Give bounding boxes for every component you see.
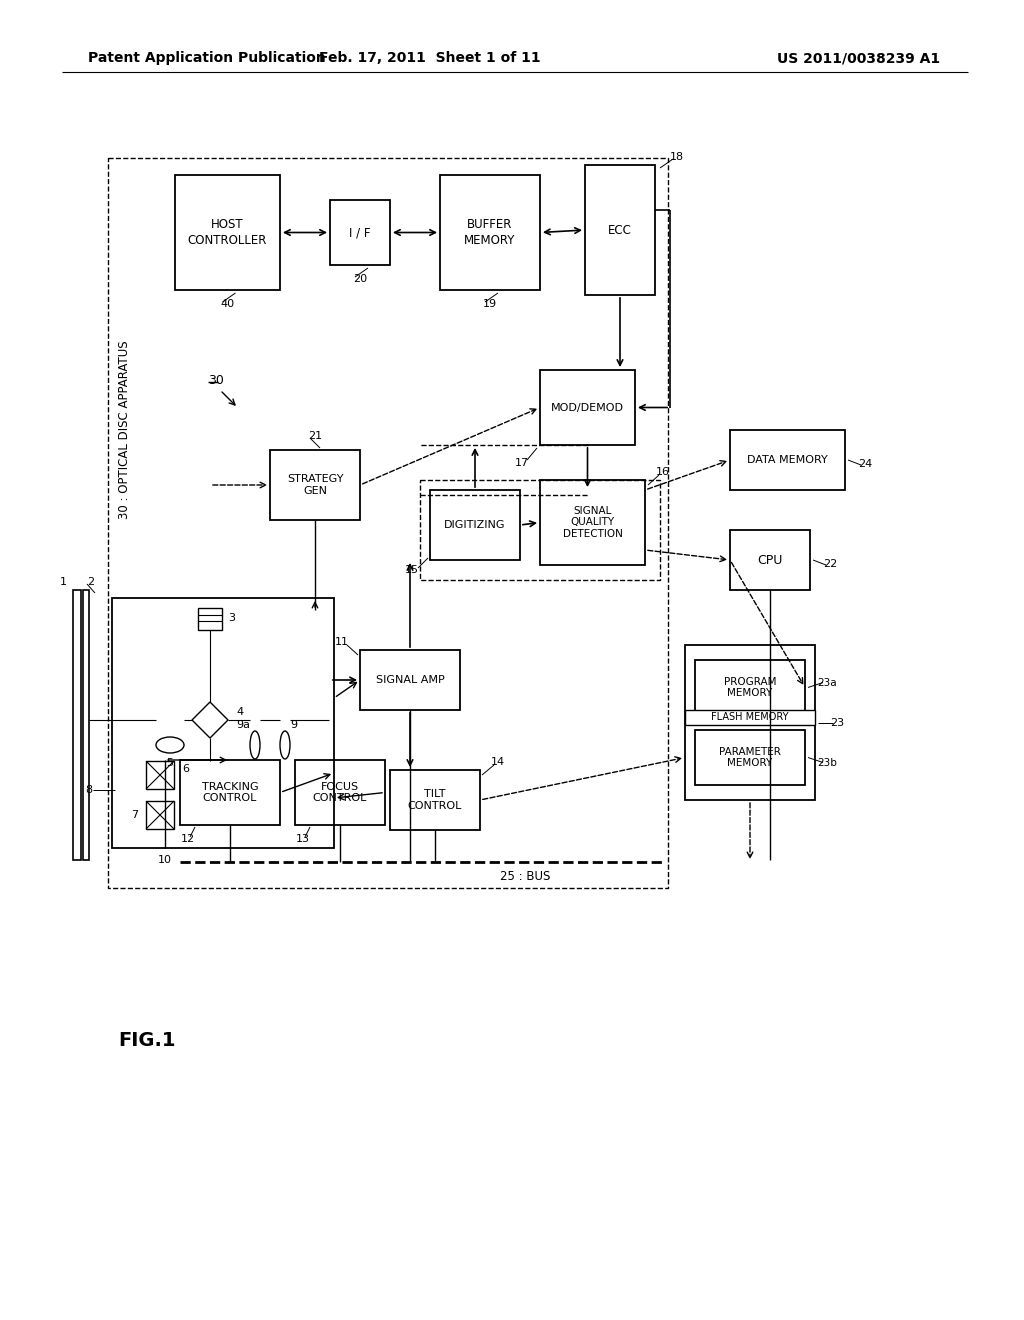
Text: 15: 15	[406, 565, 419, 576]
Text: 23: 23	[829, 718, 844, 727]
Bar	[390, 770, 480, 830]
Text: 22: 22	[823, 558, 838, 569]
Text: 6: 6	[182, 764, 189, 774]
Text: 20: 20	[353, 275, 367, 284]
Bar	[360, 649, 460, 710]
Text: 30 : OPTICAL DISC APPARATUS: 30 : OPTICAL DISC APPARATUS	[119, 341, 131, 519]
Text: FIG.1: FIG.1	[118, 1031, 175, 1049]
Text: 8: 8	[85, 785, 92, 795]
Bar	[198, 609, 222, 630]
Bar	[83, 590, 89, 861]
Text: 24: 24	[858, 459, 872, 469]
Bar	[420, 480, 660, 579]
Bar	[295, 760, 385, 825]
Text: 3: 3	[228, 612, 234, 623]
Text: PROGRAM
MEMORY: PROGRAM MEMORY	[724, 677, 776, 698]
Bar	[112, 598, 334, 847]
Text: FOCUS
CONTROL: FOCUS CONTROL	[312, 781, 368, 804]
Bar	[430, 490, 520, 560]
Text: Feb. 17, 2011  Sheet 1 of 11: Feb. 17, 2011 Sheet 1 of 11	[319, 51, 541, 65]
Text: TILT
CONTROL: TILT CONTROL	[408, 789, 462, 810]
Bar	[695, 660, 805, 715]
Text: 18: 18	[670, 152, 684, 162]
Ellipse shape	[250, 731, 260, 759]
Bar	[108, 158, 668, 888]
Text: DIGITIZING: DIGITIZING	[444, 520, 506, 531]
Text: Patent Application Publication: Patent Application Publication	[88, 51, 326, 65]
Text: 9a: 9a	[236, 719, 250, 730]
Text: 10: 10	[158, 855, 172, 865]
Text: DATA MEMORY: DATA MEMORY	[748, 455, 827, 465]
Bar	[540, 370, 635, 445]
Text: 19: 19	[483, 300, 497, 309]
Text: ECC: ECC	[608, 223, 632, 236]
Text: SIGNAL AMP: SIGNAL AMP	[376, 675, 444, 685]
Text: 23b: 23b	[817, 759, 837, 768]
Ellipse shape	[156, 737, 184, 752]
Text: US 2011/0038239 A1: US 2011/0038239 A1	[777, 51, 940, 65]
Bar	[270, 450, 360, 520]
Bar	[730, 430, 845, 490]
Bar	[180, 760, 280, 825]
Bar	[175, 176, 280, 290]
Text: 2: 2	[87, 577, 94, 587]
Text: 25 : BUS: 25 : BUS	[500, 870, 550, 883]
Text: 11: 11	[335, 638, 349, 647]
Text: TRACKING
CONTROL: TRACKING CONTROL	[202, 781, 258, 804]
Bar	[730, 531, 810, 590]
Bar	[585, 165, 655, 294]
Text: STRATEGY
GEN: STRATEGY GEN	[287, 474, 343, 496]
Bar	[73, 590, 81, 861]
Text: 12: 12	[181, 834, 195, 843]
Text: HOST
CONTROLLER: HOST CONTROLLER	[187, 219, 267, 247]
Text: 23a: 23a	[817, 678, 837, 689]
Text: 21: 21	[308, 432, 323, 441]
Text: 40: 40	[220, 300, 234, 309]
Text: 17: 17	[515, 458, 529, 469]
Bar	[685, 645, 815, 800]
Text: I / F: I / F	[349, 226, 371, 239]
Bar	[685, 710, 815, 725]
Text: 4: 4	[236, 708, 243, 717]
Text: 5: 5	[167, 758, 173, 768]
Text: BUFFER
MEMORY: BUFFER MEMORY	[464, 219, 516, 247]
Text: SIGNAL
QUALITY
DETECTION: SIGNAL QUALITY DETECTION	[562, 506, 623, 539]
Bar	[540, 480, 645, 565]
Text: 1: 1	[60, 577, 67, 587]
Text: FLASH MEMORY: FLASH MEMORY	[712, 711, 788, 722]
Text: PARAMETER
MEMORY: PARAMETER MEMORY	[719, 747, 781, 768]
Text: MOD/DEMOD: MOD/DEMOD	[551, 403, 624, 412]
Text: 9: 9	[290, 719, 297, 730]
Bar	[146, 801, 174, 829]
Text: 7: 7	[131, 810, 138, 820]
Text: 13: 13	[296, 834, 310, 843]
Bar	[440, 176, 540, 290]
Polygon shape	[193, 702, 228, 738]
Bar	[146, 762, 174, 789]
Bar	[695, 730, 805, 785]
Text: 14: 14	[490, 756, 505, 767]
Ellipse shape	[280, 731, 290, 759]
Bar	[330, 201, 390, 265]
Text: CPU: CPU	[758, 553, 782, 566]
Text: 16: 16	[656, 467, 670, 477]
Text: 30: 30	[208, 374, 224, 387]
